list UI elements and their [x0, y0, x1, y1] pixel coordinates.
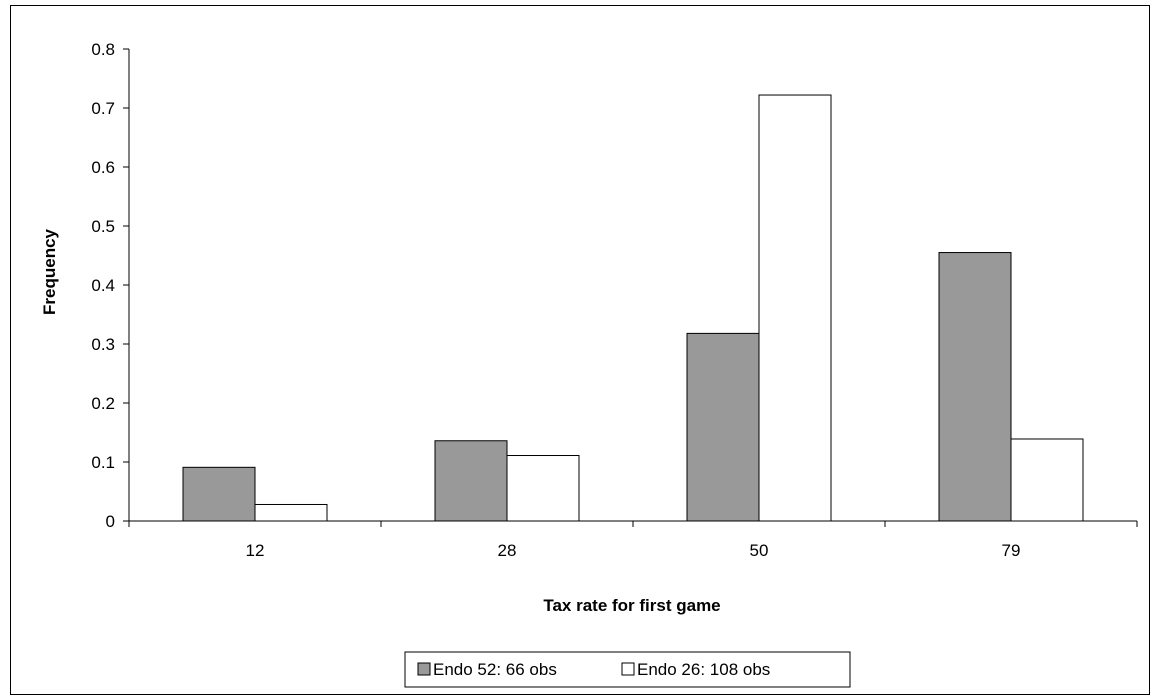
y-tick-label: 0.8: [91, 40, 115, 59]
bar-series-2-79: [1010, 438, 1084, 522]
x-tick-label: 79: [1002, 541, 1021, 560]
bar-series-1-50: [686, 332, 760, 522]
bar-series-1-12: [182, 466, 256, 522]
y-tick-label: 0: [106, 512, 115, 531]
y-tick-label: 0.7: [91, 99, 115, 118]
y-tick-label: 0.2: [91, 394, 115, 413]
plot-area: [182, 94, 1084, 522]
x-tick-label: 50: [750, 541, 769, 560]
bar-series-1-28: [434, 440, 508, 522]
y-tick-label: 0.3: [91, 335, 115, 354]
bar-series-2-12: [254, 503, 328, 522]
legend-swatch-endo-52: [417, 662, 431, 676]
bar-series-1-79: [938, 252, 1012, 522]
x-tick-label: 12: [246, 541, 265, 560]
x-tick-label: 28: [498, 541, 517, 560]
legend-label-endo-26: Endo 26: 108 obs: [637, 660, 770, 679]
legend-swatch-endo-26: [621, 662, 635, 676]
bar-series-2-28: [506, 455, 580, 522]
y-tick-label: 0.5: [91, 217, 115, 236]
legend: Endo 52: 66 obs Endo 26: 108 obs: [404, 651, 851, 688]
y-tick-label: 0.6: [91, 158, 115, 177]
x-axis-ticks: 12 28 50 79: [128, 521, 1138, 560]
y-axis-ticks: 0 0.1 0.2 0.3 0.4 0.5 0.6 0.7 0.8: [91, 40, 129, 531]
y-axis-title: Frequency: [40, 228, 59, 315]
y-tick-label: 0.4: [91, 276, 115, 295]
y-tick-label: 0.1: [91, 453, 115, 472]
legend-label-endo-52: Endo 52: 66 obs: [433, 660, 557, 679]
x-axis-title: Tax rate for first game: [543, 596, 720, 615]
bar-series-2-50: [758, 94, 832, 522]
